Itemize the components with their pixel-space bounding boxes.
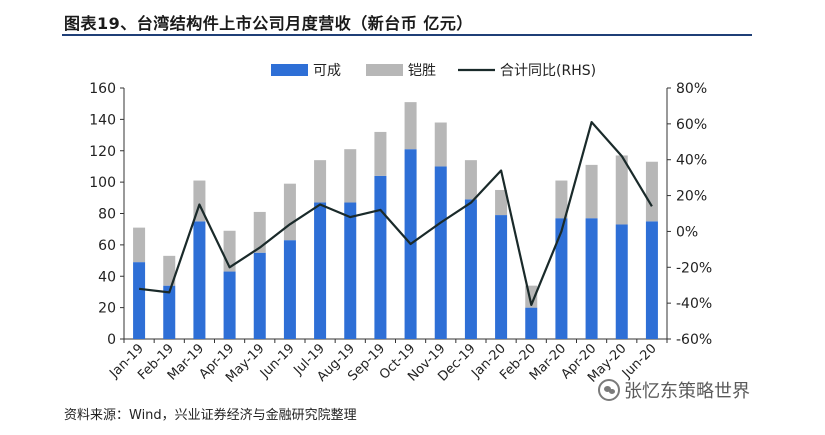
y2-tick-label: -40%: [676, 296, 712, 312]
bar-kaisheng: [464, 160, 477, 200]
y-tick-label: 40: [98, 269, 116, 285]
y-tick-label: 80: [98, 207, 116, 223]
bar-kecheng: [283, 240, 296, 339]
chart-title: 图表19、台湾结构件上市公司月度营收（新台币 亿元）: [64, 14, 473, 33]
bar-kaisheng: [283, 183, 296, 241]
bar-kecheng: [434, 166, 447, 339]
bar-kaisheng: [253, 211, 266, 253]
bar-kecheng: [223, 271, 236, 339]
bar-kaisheng: [404, 102, 417, 150]
bar-kecheng: [314, 202, 327, 339]
bar-kecheng: [133, 262, 146, 339]
legend-swatch-kecheng: [271, 64, 308, 76]
line-series-yoy: [138, 120, 653, 306]
bar-kecheng: [374, 175, 387, 339]
bar-kaisheng: [495, 189, 508, 216]
y2-tick-label: -20%: [676, 260, 712, 276]
legend-label-kaisheng: 铠胜: [408, 63, 436, 79]
bar-kaisheng: [374, 131, 387, 176]
bar-kecheng: [645, 221, 658, 339]
bar-kaisheng: [615, 155, 628, 225]
bar-kecheng: [615, 224, 628, 339]
bar-kecheng: [585, 218, 598, 339]
legend-label-yoy: 合计同比(RHS): [500, 63, 596, 79]
source-note: 资料来源：Wind，兴业证券经济与金融研究院整理: [64, 408, 357, 423]
watermark-text: 张忆东策略世界: [624, 381, 750, 402]
y-tick-label: 120: [89, 144, 116, 160]
y2-tick-label: 80%: [676, 81, 707, 97]
y-tick-label: 140: [89, 112, 116, 128]
y2-tick-label: 0%: [676, 224, 698, 240]
y2-tick-label: 40%: [676, 153, 707, 169]
bar-kecheng: [464, 199, 477, 339]
bar-kecheng: [193, 221, 206, 339]
title-underline: [62, 34, 752, 36]
y2-tick-label: 60%: [676, 117, 707, 133]
watermark: 张忆东策略世界: [598, 377, 750, 403]
y2-tick-label: -60%: [676, 332, 712, 348]
y-tick-label: 100: [89, 175, 116, 191]
bar-kaisheng: [163, 255, 176, 286]
bar-kecheng: [344, 202, 357, 339]
bar-kecheng: [253, 252, 266, 339]
y-tick-label: 160: [89, 81, 116, 97]
bar-kaisheng: [585, 164, 598, 219]
bar-kaisheng: [434, 122, 447, 167]
bar-kaisheng: [555, 180, 568, 219]
bar-kecheng: [163, 285, 176, 339]
bar-kaisheng: [314, 160, 327, 203]
bar-kecheng: [525, 307, 538, 339]
y-tick-label: 60: [98, 238, 116, 254]
bar-kaisheng: [344, 149, 357, 203]
bar-kaisheng: [645, 161, 658, 222]
y-tick-label: 20: [98, 301, 116, 317]
y-tick-label: 0: [107, 332, 116, 348]
x-tick-label: Jun-19: [257, 341, 298, 382]
bar-kecheng: [495, 215, 508, 339]
bar-kaisheng: [133, 227, 146, 263]
bar-kecheng: [555, 218, 568, 339]
legend-swatch-kaisheng: [366, 64, 403, 76]
x-tick-label: Jun-20: [619, 341, 660, 382]
wechat-icon: [598, 379, 620, 401]
legend-label-kecheng: 可成: [313, 63, 341, 79]
chart-title-bar: 图表19、台湾结构件上市公司月度营收（新台币 亿元）: [62, 6, 752, 36]
y2-tick-label: 20%: [676, 189, 707, 205]
